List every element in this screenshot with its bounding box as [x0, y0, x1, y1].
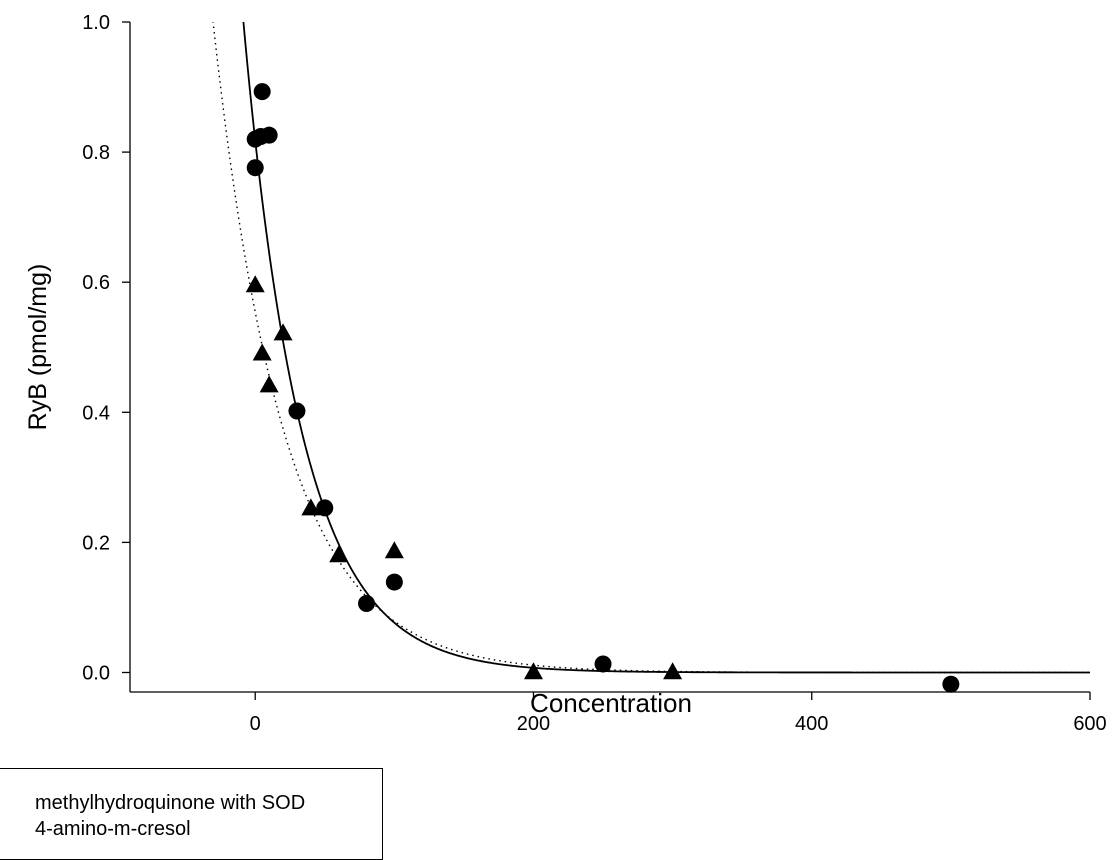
plot-axes: [122, 21, 1091, 700]
legend: methylhydroquinone with SOD 4-amino-m-cr…: [0, 768, 383, 860]
circle-marker: [594, 655, 612, 673]
circle-marker: [246, 159, 264, 177]
x-tick-label: 200: [517, 713, 550, 735]
circle-marker: [288, 402, 306, 420]
y-tick-label: 0.4: [82, 402, 110, 424]
triangle-marker: [245, 275, 265, 293]
data-points: [245, 83, 960, 693]
x-axis-label: Concentration: [530, 688, 692, 718]
legend-label-methylhydroquinone: methylhydroquinone with SOD: [35, 792, 306, 814]
tick-labels: 0 200 400 600 0.0 0.2 0.4 0.6 0.8 1.0: [82, 12, 1107, 735]
triangle-marker: [259, 375, 279, 393]
triangle-marker: [273, 323, 293, 341]
circle-marker: [942, 675, 960, 693]
y-tick-label: 0.8: [82, 142, 110, 164]
legend-label-4-amino-m-cresol: 4-amino-m-cresol: [35, 818, 191, 840]
y-tick-label: 0.6: [82, 272, 110, 294]
triangle-marker: [663, 662, 683, 680]
triangle-marker: [329, 545, 349, 563]
circle-marker: [358, 595, 376, 613]
x-tick-label: 0: [250, 713, 261, 735]
fit-curves: [212, 22, 1090, 674]
triangle-marker: [301, 498, 321, 516]
y-tick-label: 0.2: [82, 532, 110, 554]
circle-marker: [253, 83, 271, 101]
triangle-marker: [252, 343, 272, 361]
x-tick-label: 600: [1073, 713, 1106, 735]
circle-marker: [260, 126, 278, 144]
y-tick-label: 1.0: [82, 12, 110, 34]
y-tick-label: 0.0: [82, 662, 110, 684]
fit-curve-solid: [242, 22, 1090, 674]
triangle-marker: [523, 662, 543, 680]
circle-marker: [385, 573, 403, 591]
circle-marker: [316, 499, 334, 517]
triangle-marker: [384, 541, 404, 559]
fit-curve-dotted: [212, 22, 1090, 674]
x-tick-label: 400: [795, 713, 828, 735]
y-axis-label: RyB (pmol/mg): [24, 264, 52, 431]
